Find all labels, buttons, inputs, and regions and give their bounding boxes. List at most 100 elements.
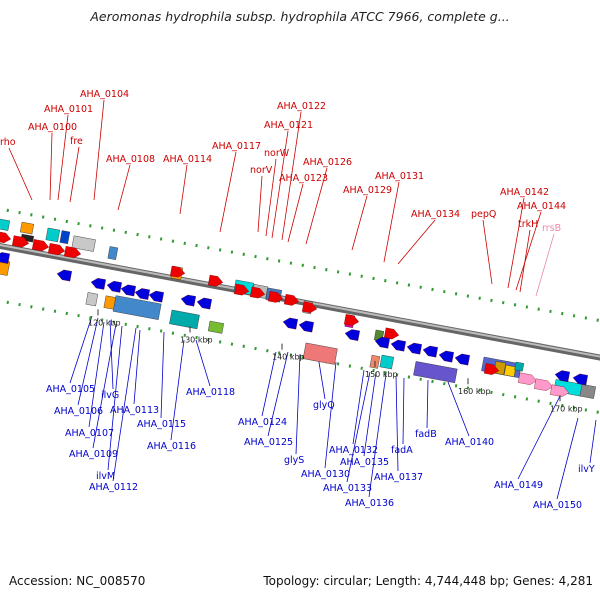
callout-line bbox=[402, 377, 405, 445]
scale-tick-label: 130 kbp bbox=[180, 335, 213, 344]
forward-gene-arrow bbox=[343, 314, 360, 326]
gene-label: trkH bbox=[518, 219, 538, 230]
gene-label: AHA_0104 bbox=[80, 89, 129, 100]
forward-gene-arrow bbox=[483, 363, 500, 375]
reverse-gene-arrow bbox=[196, 297, 212, 310]
feature-box bbox=[107, 246, 119, 260]
gene-label: AHA_0116 bbox=[147, 441, 196, 452]
accession-text: Accession: NC_008570 bbox=[9, 574, 146, 588]
callout-line bbox=[519, 229, 531, 293]
topology-text: Topology: circular; Length: 4,744,448 bp… bbox=[263, 574, 593, 588]
callout-line bbox=[281, 111, 302, 241]
callout-line bbox=[317, 355, 326, 400]
callout-line bbox=[556, 417, 579, 500]
forward-gene-arrow bbox=[11, 235, 30, 248]
reverse-gene-arrow bbox=[148, 290, 164, 303]
callout-line bbox=[112, 327, 137, 482]
reverse-gene-arrow bbox=[406, 342, 422, 355]
gene-label: AHA_0137 bbox=[374, 472, 423, 483]
reverse-gene-arrow bbox=[390, 339, 406, 352]
gene-label: glyQ bbox=[313, 400, 335, 411]
gene-label: AHA_0131 bbox=[375, 171, 424, 182]
callout-line bbox=[515, 211, 542, 291]
callout-line bbox=[426, 379, 429, 429]
reverse-gene-arrow bbox=[374, 336, 390, 349]
forward-gene-arrow bbox=[383, 327, 400, 340]
reverse-gene-arrow bbox=[0, 252, 10, 264]
reverse-gene-arrow bbox=[134, 288, 150, 300]
scale-tick-label: 170 kbp bbox=[550, 404, 583, 413]
gene-label: AHA_0106 bbox=[54, 406, 103, 417]
callout-line bbox=[507, 197, 525, 289]
callout-line bbox=[397, 219, 436, 265]
feature-box bbox=[45, 227, 61, 243]
feature-box bbox=[379, 354, 395, 370]
callout-line bbox=[109, 319, 114, 390]
gene-label: AHA_0101 bbox=[44, 104, 93, 115]
callout-line bbox=[267, 351, 289, 437]
gene-label: ilvY bbox=[578, 464, 595, 475]
gene-label: AHA_0108 bbox=[106, 154, 155, 165]
gene-label: AHA_0130 bbox=[301, 469, 350, 480]
forward-gene-arrow bbox=[63, 246, 82, 259]
gene-label: AHA_0117 bbox=[212, 141, 261, 152]
reverse-gene-arrow bbox=[344, 329, 360, 341]
callout-lines bbox=[8, 99, 597, 500]
dotted-track-top bbox=[0, 207, 600, 323]
callout-line bbox=[482, 219, 493, 285]
callout-line bbox=[261, 351, 277, 417]
gene-label: AHA_0132 bbox=[329, 445, 378, 456]
gene-label: AHA_0142 bbox=[500, 187, 549, 198]
callout-line bbox=[447, 381, 470, 437]
callout-line bbox=[265, 158, 277, 237]
gene-label: norW bbox=[264, 148, 290, 159]
callout-line bbox=[589, 419, 597, 464]
gene-label: fadB bbox=[415, 429, 437, 440]
feature-box bbox=[503, 364, 517, 378]
forward-gene-arrow bbox=[31, 239, 50, 252]
feature-box bbox=[413, 361, 458, 384]
callout-line bbox=[295, 353, 301, 455]
feature-box bbox=[112, 295, 162, 320]
callout-line bbox=[49, 132, 53, 201]
callout-line bbox=[69, 146, 80, 203]
callout-line bbox=[88, 321, 105, 428]
rrna-arrow bbox=[549, 384, 570, 397]
gene-label: AHA_0136 bbox=[345, 498, 394, 509]
scale-tick-label: 160 kbp bbox=[458, 387, 491, 396]
forward-gene-arrow bbox=[249, 286, 266, 299]
callout-line bbox=[257, 175, 263, 233]
callout-line bbox=[351, 195, 368, 251]
gene-label: AHA_0109 bbox=[69, 449, 118, 460]
gene-label: ilvG bbox=[101, 390, 119, 401]
dotted-tracks bbox=[0, 207, 600, 415]
rrna-arrow bbox=[533, 378, 554, 391]
feature-box bbox=[514, 361, 525, 372]
feature-box bbox=[59, 230, 71, 245]
callout-line bbox=[271, 130, 289, 239]
gene-label: AHA_0105 bbox=[46, 384, 95, 395]
forward-gene-arrow bbox=[169, 265, 186, 278]
gene-label: AHA_0113 bbox=[110, 405, 159, 416]
reverse-gene-arrow bbox=[422, 345, 438, 358]
backbone bbox=[0, 242, 600, 361]
callout-line bbox=[160, 331, 165, 419]
callout-line bbox=[363, 371, 377, 457]
map-title: Aeromonas hydrophila subsp. hydrophila A… bbox=[90, 9, 510, 24]
callout-line bbox=[77, 317, 99, 406]
reverse-gene-arrow bbox=[572, 373, 588, 386]
reverse-gene-arrow bbox=[180, 294, 196, 307]
gene-label: AHA_0125 bbox=[244, 437, 293, 448]
gene-label: AHA_0150 bbox=[533, 500, 582, 511]
reverse-gene-arrow bbox=[106, 281, 122, 293]
callout-line bbox=[133, 329, 141, 405]
callout-line bbox=[69, 315, 93, 384]
gene-label: AHA_0100 bbox=[28, 122, 77, 133]
forward-gene-arrow bbox=[301, 301, 318, 313]
reverse-gene-arrow bbox=[120, 284, 136, 297]
callout-line bbox=[117, 164, 131, 211]
callout-line bbox=[170, 339, 185, 441]
callout-line bbox=[92, 323, 117, 449]
